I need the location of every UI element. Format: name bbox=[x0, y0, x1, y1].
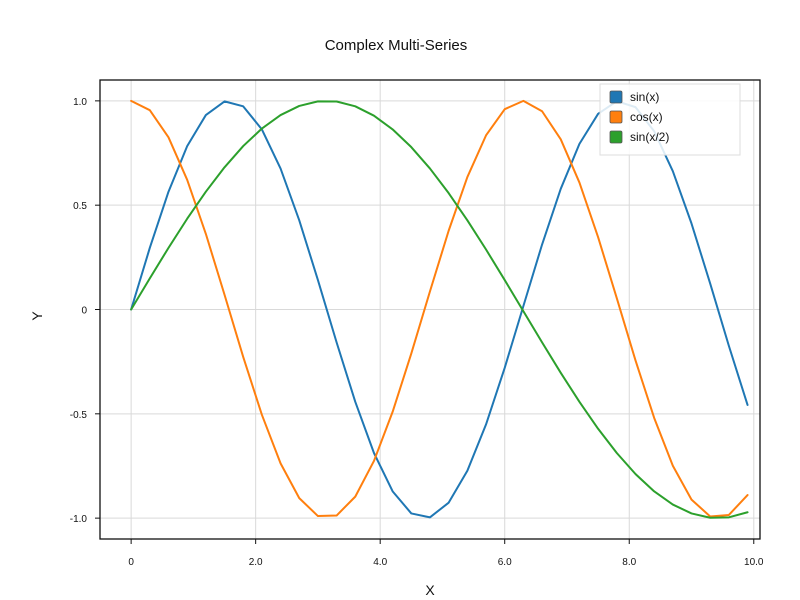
series-line-sin-x-2 bbox=[130, 100, 749, 519]
grid bbox=[100, 80, 760, 539]
y-tick-label: 1.0 bbox=[73, 97, 87, 108]
x-tick-label: 8.0 bbox=[622, 557, 636, 568]
x-axis-label: X bbox=[425, 582, 435, 598]
x-tick-label: 4.0 bbox=[373, 557, 387, 568]
x-tick-label: 2.0 bbox=[249, 557, 263, 568]
legend-box bbox=[599, 83, 741, 156]
x-tick-label: 0 bbox=[128, 557, 134, 568]
chart-title: Complex Multi-Series bbox=[325, 37, 468, 54]
y-tick-label: 0 bbox=[81, 306, 87, 317]
ticks: 0 2.0 4.0 6.0 8.0 10.0 1.0 0.5 0 -0.5 -1.0 bbox=[70, 97, 764, 568]
y-tick-label: 0.5 bbox=[73, 201, 87, 212]
y-tick-label: -1.0 bbox=[70, 514, 88, 525]
x-tick-label: 6.0 bbox=[498, 557, 512, 568]
y-axis-label: Y bbox=[29, 311, 45, 321]
legend: sin(x) cos(x) sin(x/2) bbox=[599, 83, 741, 156]
legend-swatch bbox=[609, 110, 623, 124]
legend-label: sin(x/2) bbox=[630, 130, 669, 144]
legend-swatch bbox=[609, 130, 623, 144]
x-tick-label: 10.0 bbox=[744, 557, 764, 568]
legend-label: sin(x) bbox=[630, 90, 659, 104]
legend-swatch bbox=[609, 90, 623, 104]
series-line-cos-x bbox=[130, 99, 749, 518]
y-tick-label: -0.5 bbox=[70, 410, 88, 421]
legend-label: cos(x) bbox=[630, 110, 663, 124]
